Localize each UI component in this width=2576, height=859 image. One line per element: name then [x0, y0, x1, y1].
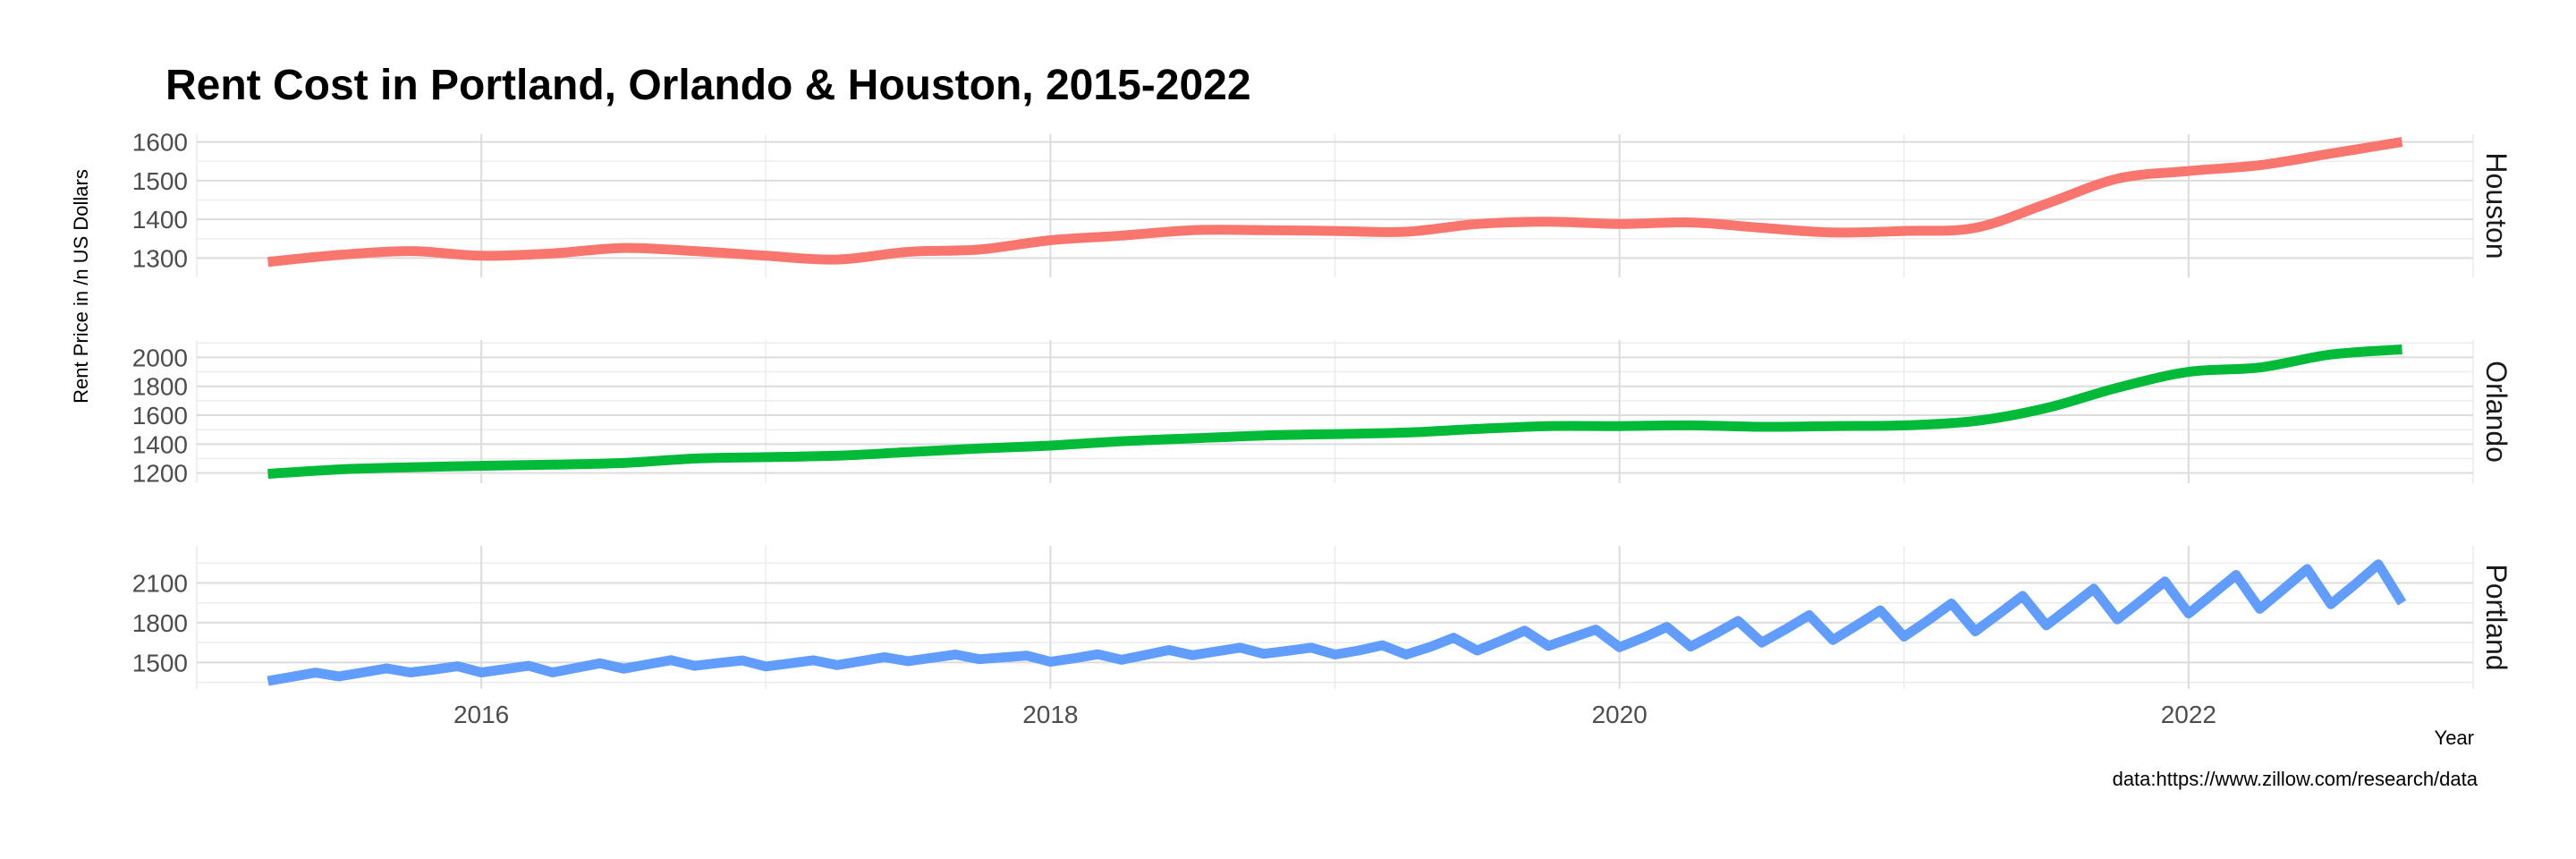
x-tick-label: 2018 — [1022, 701, 1078, 728]
facet-label-orlando: Orlando — [2480, 361, 2512, 463]
tick-layer: 1300140015001600120014001600180020001500… — [132, 129, 2216, 728]
y-tick-label: 1800 — [132, 373, 188, 401]
y-tick-label: 1800 — [132, 609, 188, 637]
x-tick-label: 2022 — [2161, 701, 2216, 728]
series-line-orlando — [267, 344, 2402, 479]
strip-layer: Houston Orlando Portland — [2480, 152, 2512, 670]
x-tick-label: 2020 — [1591, 701, 1647, 728]
grid-layer — [196, 134, 2474, 689]
facet-label-portland: Portland — [2480, 564, 2512, 670]
x-axis-label: Year — [2435, 727, 2474, 749]
y-tick-label: 1400 — [132, 430, 188, 458]
y-tick-label: 1200 — [132, 460, 188, 488]
y-tick-label: 1300 — [132, 244, 188, 272]
y-tick-label: 2100 — [132, 569, 188, 597]
series-line-portland — [267, 559, 2407, 686]
y-tick-label: 1400 — [132, 206, 188, 234]
chart-title: Rent Cost in Portland, Orlando & Houston… — [165, 62, 1251, 109]
series-line-houston — [267, 137, 2403, 268]
facet-label-houston: Houston — [2480, 152, 2512, 259]
chart-caption: data:https://www.zillow.com/research/dat… — [2112, 768, 2478, 790]
y-tick-label: 1500 — [132, 649, 188, 676]
y-tick-label: 2000 — [132, 344, 188, 371]
y-tick-label: 1500 — [132, 167, 188, 195]
y-axis-label: Rent Price in /n US Dollars — [70, 169, 92, 404]
series-layer — [267, 137, 2407, 686]
y-tick-label: 1600 — [132, 402, 188, 430]
x-tick-label: 2016 — [453, 701, 509, 728]
y-tick-label: 1600 — [132, 129, 188, 157]
